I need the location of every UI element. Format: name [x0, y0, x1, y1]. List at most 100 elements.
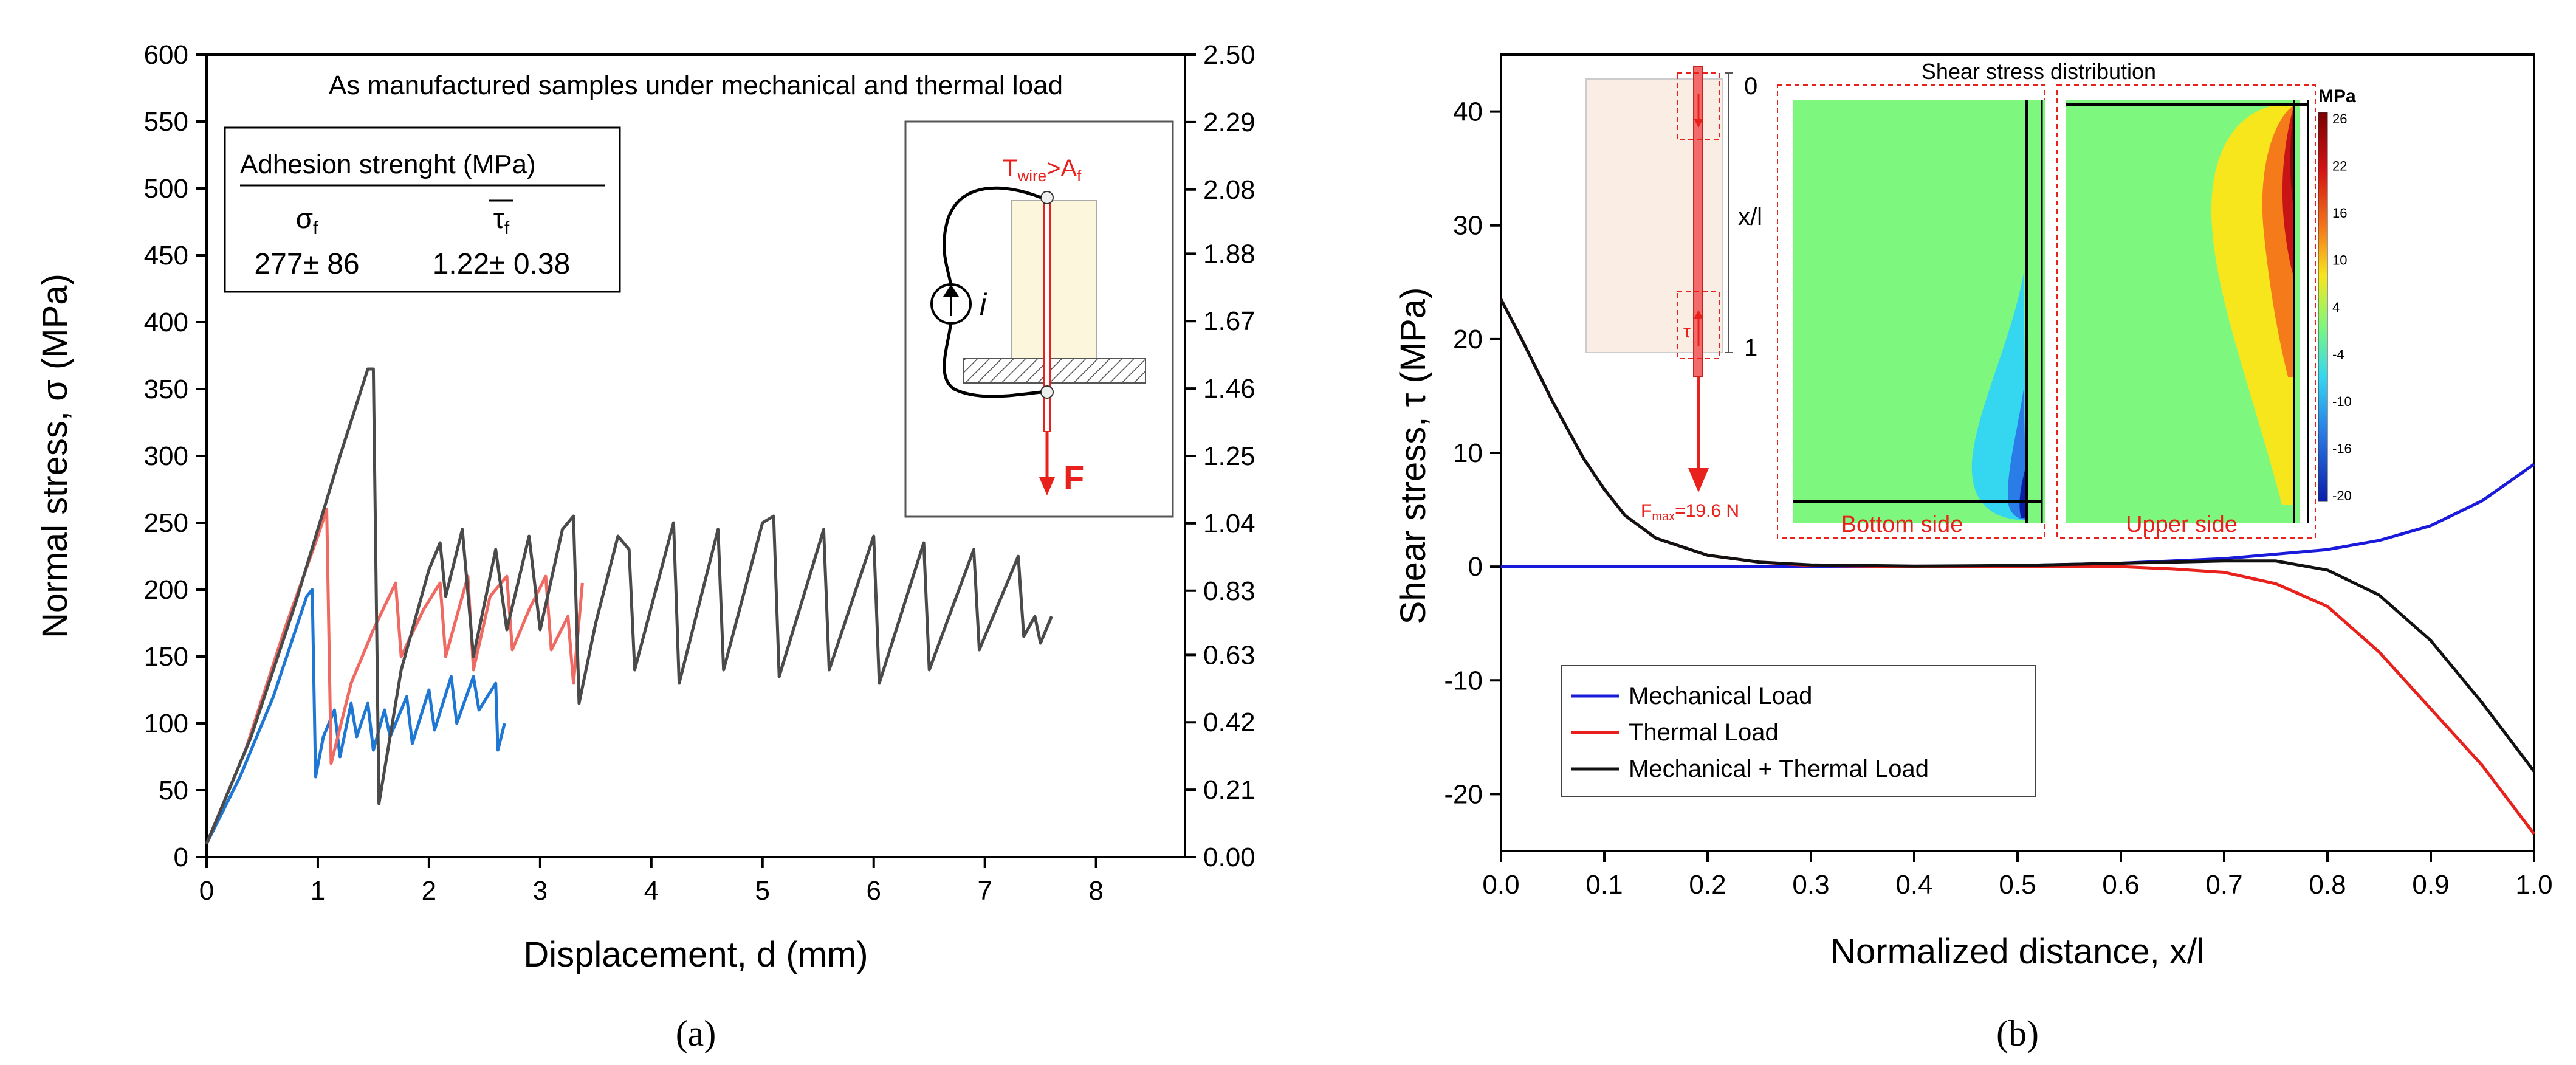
sigma-header: σf	[296, 202, 318, 238]
colorbar-tick-label: -10	[2332, 394, 2352, 409]
y-tick-label: 50	[159, 776, 188, 805]
colorbar-tick-label: 16	[2332, 205, 2347, 221]
y-tick-label: 200	[144, 575, 188, 605]
x-tick-label: 0.4	[1895, 870, 1932, 900]
top-zone-marker	[1677, 72, 1720, 140]
y-axis-title-a: Normal stress, σ (MPa)	[35, 274, 75, 638]
colorbar-tick-label: -20	[2332, 488, 2352, 503]
support-plate	[963, 358, 1146, 384]
y-tick-label: 0	[1468, 552, 1483, 582]
shear-distribution-inset: τ 0 x/l 1 Fmax=19.6 N Shear stress distr…	[1585, 59, 2356, 539]
panel-label-a: (a)	[676, 1013, 716, 1053]
colorbar-tick-label: -4	[2332, 347, 2344, 362]
bottom-shear-arrowhead	[1694, 310, 1703, 319]
y2-tick-label: 0.63	[1203, 640, 1255, 670]
matrix-block	[1011, 200, 1097, 359]
y2-tick-label: 1.25	[1203, 441, 1255, 471]
colorbar-title: MPa	[2318, 86, 2356, 106]
x-tick-label: 0.6	[2102, 870, 2139, 900]
x-axis-title-a: Displacement, d (mm)	[523, 935, 868, 974]
x-tick-label: 3	[533, 876, 548, 906]
x-axis-title-b: Normalized distance, x/l	[1830, 932, 2205, 971]
x-tick-label: 7	[977, 876, 992, 906]
colorbar-tick-label: -16	[2332, 441, 2352, 457]
upper-darkred-zone	[2290, 109, 2293, 207]
schematic-top-label: 0	[1744, 73, 1757, 100]
series-group-a	[205, 367, 1053, 845]
y-tick-label: 450	[144, 241, 188, 271]
x-tick-label: 8	[1088, 876, 1103, 906]
series-line-2	[205, 367, 1053, 844]
x-tick-label: 0.3	[1792, 870, 1829, 900]
inset-title: Shear stress distribution	[1922, 59, 2156, 84]
y-tick-label: 150	[144, 642, 188, 672]
adhesion-table-header: Adhesion strenght (MPa)	[240, 150, 536, 179]
x-tick-label: 0.0	[1482, 870, 1519, 900]
applied-force-label: Fmax=19.6 N	[1641, 501, 1739, 523]
series-line-mechanical-thermal-load	[1499, 298, 2535, 773]
x-tick-label: 0.2	[1689, 870, 1726, 900]
legend-b: Mechanical Load Thermal Load Mechanical …	[1561, 665, 2036, 797]
x-ticks-b: 0.0 0.1 0.2 0.3 0.4 0.5 0.6 0.7 0.8 0.9 1.0	[1482, 851, 2553, 900]
x-tick-label: 0.1	[1585, 870, 1623, 900]
x-tick-label: 0.8	[2309, 870, 2346, 900]
x-tick-label: 5	[755, 876, 770, 906]
series-line-0	[205, 588, 506, 845]
y2-tick-label: 0.42	[1203, 708, 1255, 737]
legend-label-combined: Mechanical + Thermal Load	[1629, 756, 1929, 782]
legend-label-mechanical: Mechanical Load	[1629, 683, 1812, 709]
series-line-1	[205, 508, 584, 844]
top-shear-arrowhead	[1694, 119, 1703, 128]
tau-marker-label: τ	[1683, 322, 1691, 342]
sigma-value: 277± 86	[254, 248, 359, 280]
upper-side-label: Upper side	[2126, 512, 2238, 537]
panel-a: 0 1 2 3 4 5 6 7 8 0 50 100 150 200 250 300 350 400 450 500…	[35, 40, 1255, 1053]
colorbar-tick-label: 26	[2332, 111, 2347, 126]
y-tick-label: 600	[144, 40, 188, 70]
series-group-b	[1499, 298, 2535, 835]
bottom-navy-zone	[2019, 468, 2027, 518]
y2-ticks-a: 0.00 0.21 0.42 0.63 0.83 1.04 1.25 1.46 1.67 1.88…	[1185, 40, 1255, 872]
y-ticks-a: 0 50 100 150 200 250 300 350 400 450 500 550 600	[144, 40, 207, 872]
y2-tick-label: 2.29	[1203, 108, 1255, 137]
y-tick-label: 20	[1453, 325, 1483, 354]
test-schematic-a: Twire>Af i F	[904, 120, 1174, 518]
y-tick-label: 30	[1453, 211, 1483, 241]
tau-header: τf	[493, 202, 510, 238]
x-tick-label: 0.7	[2205, 870, 2242, 900]
y-tick-label: -10	[1444, 666, 1483, 695]
y-tick-label: 500	[144, 174, 188, 204]
force-label: F	[1063, 458, 1084, 497]
y2-tick-label: 2.50	[1203, 40, 1255, 70]
x-tick-label: 2	[422, 876, 436, 906]
panel-b: 0.0 0.1 0.2 0.3 0.4 0.5 0.6 0.7 0.8 0.9 1.0 -20 -10…	[1393, 53, 2553, 1053]
x-ticks-a: 0 1 2 3 4 5 6 7 8	[199, 857, 1104, 906]
wire-contact-bottom	[1040, 385, 1054, 399]
chart-title-a: As manufactured samples under mechanical…	[329, 71, 1063, 100]
y2-tick-label: 1.88	[1203, 239, 1255, 269]
current-label: i	[980, 288, 987, 322]
y-tick-label: 550	[144, 107, 188, 137]
colorbar-tick-label: 10	[2332, 253, 2347, 268]
y2-tick-label: 1.67	[1203, 306, 1255, 336]
bottom-side-label: Bottom side	[1841, 512, 1963, 537]
colorbar-tick-label: 4	[2332, 300, 2340, 315]
adhesion-table-frame	[224, 126, 621, 293]
circuit-wire-bottom	[943, 322, 1042, 398]
applied-force-head	[1688, 468, 1709, 492]
x-tick-label: 1	[311, 876, 325, 906]
schematic-bottom-label: 1	[1744, 334, 1757, 361]
panel-label-b: (b)	[1996, 1013, 2039, 1053]
colorbar	[2318, 112, 2328, 502]
y-tick-label: 10	[1453, 438, 1483, 468]
y-axis-title-b: Shear stress, τ (MPa)	[1393, 288, 1433, 625]
y-tick-label: 250	[144, 508, 188, 538]
x-tick-label: 0.5	[1999, 870, 2036, 900]
colorbar-ticks: 26 22 16 10 4 -4 -10 -16 -20	[2332, 111, 2352, 503]
legend-frame	[1561, 665, 2036, 797]
schematic-mid-label: x/l	[1738, 204, 1762, 230]
upper-red-zone	[2282, 109, 2293, 274]
y-tick-label: 0	[174, 843, 188, 872]
x-tick-label: 1.0	[2515, 870, 2552, 900]
